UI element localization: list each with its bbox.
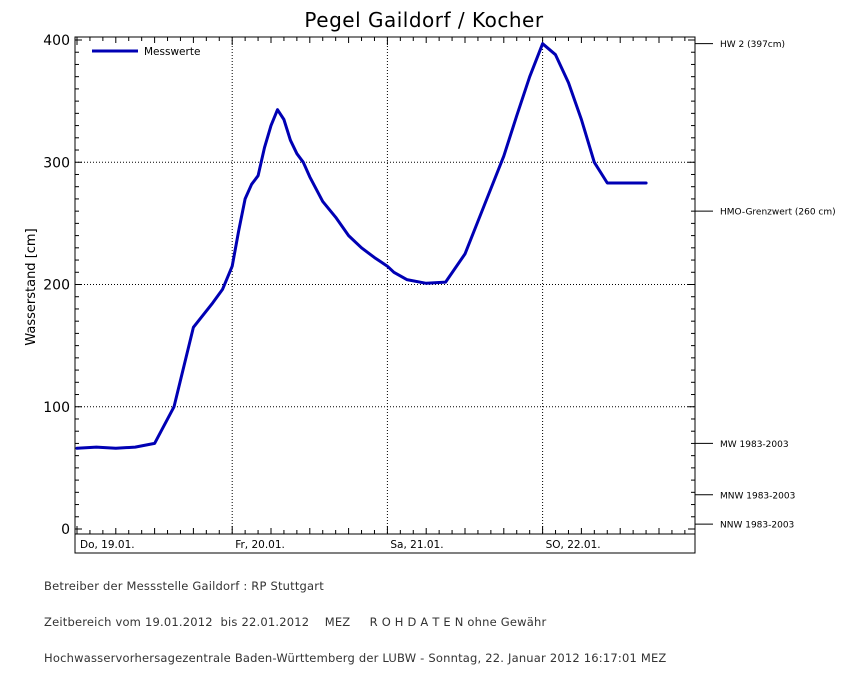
y-tick-label: 100	[43, 400, 70, 416]
footer-operator: Betreiber der Messstelle Gaildorf : RP S…	[44, 579, 324, 593]
x-tick-label: SO, 22.01.	[546, 539, 601, 551]
reference-label: MW 1983-2003	[720, 440, 789, 450]
reference-label: MNW 1983-2003	[720, 491, 795, 501]
y-tick-label: 0	[61, 522, 70, 538]
plot-frame	[74, 36, 696, 554]
footer-publisher: Hochwasservorhersagezentrale Baden-Württ…	[44, 651, 667, 665]
reference-label: NNW 1983-2003	[720, 521, 794, 531]
ticks	[75, 37, 695, 534]
x-tick-label: Fr, 20.01.	[235, 539, 285, 551]
x-tick-labels: Do, 19.01. Fr, 20.01. Sa, 21.01. SO, 22.01.	[80, 539, 601, 551]
y-tick-label: 200	[43, 278, 70, 294]
x-tick-label: Sa, 21.01.	[390, 539, 443, 551]
y-tick-labels: 0 100 200 300 400	[43, 33, 70, 538]
reference-label: HMO-Grenzwert (260 cm)	[720, 208, 836, 218]
grid	[75, 37, 695, 534]
series	[75, 42, 648, 450]
reference-label: HW 2 (397cm)	[720, 40, 785, 50]
y-axis-label: Wasserstand [cm]	[24, 228, 39, 345]
reference-lines: HW 2 (397cm) HMO-Grenzwert (260 cm) MW 198…	[695, 40, 836, 531]
chart-title: Pegel Gaildorf / Kocher	[304, 8, 543, 32]
y-tick-label: 300	[43, 155, 70, 171]
x-tick-label: Do, 19.01.	[80, 539, 135, 551]
chart: Pegel Gaildorf / Kocher 0 100 200 300 400 Do…	[24, 8, 836, 554]
footer-time-range: Zeitbereich vom 19.01.2012 bis 22.01.201…	[44, 615, 547, 629]
footer: Betreiber der Messstelle Gaildorf : RP S…	[44, 556, 667, 676]
y-tick-label: 400	[43, 33, 70, 49]
series-line	[75, 42, 648, 450]
legend-label: Messwerte	[144, 46, 200, 58]
legend: Messwerte	[92, 46, 200, 58]
